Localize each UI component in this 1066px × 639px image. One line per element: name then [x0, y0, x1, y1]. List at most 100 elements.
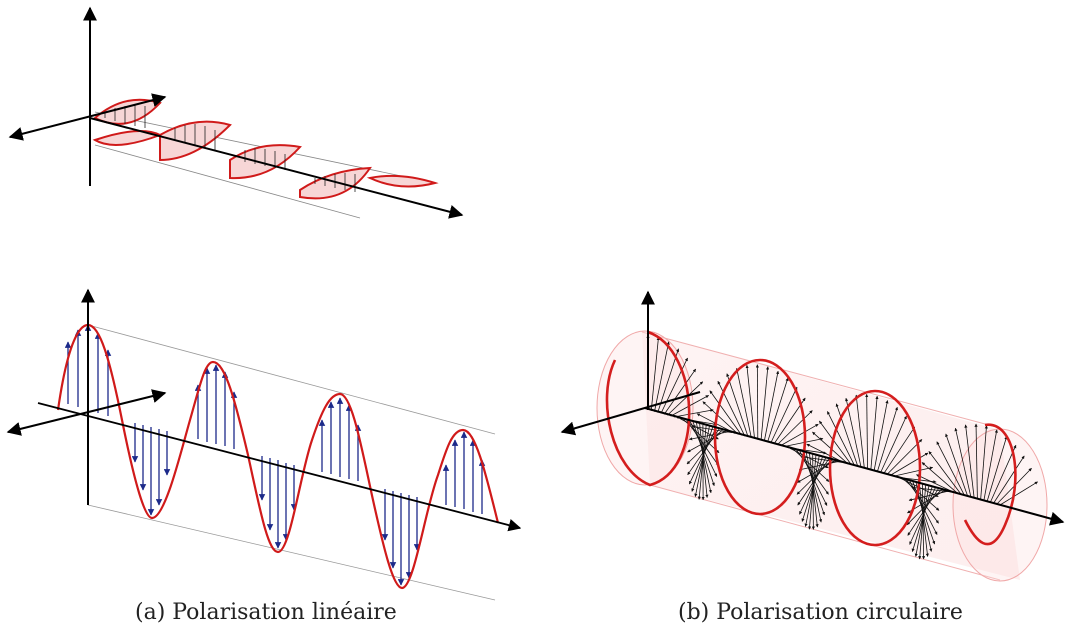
field-vector — [793, 448, 830, 482]
helix-turn — [828, 389, 922, 547]
field-vector — [689, 431, 729, 441]
caption-circular: (b) Polarisation circulaire — [678, 600, 963, 625]
field-vector — [699, 423, 709, 498]
field-vector — [735, 367, 752, 438]
linear-vertical-panel — [6, 288, 522, 601]
field-vector — [835, 403, 859, 467]
field-vector — [911, 486, 933, 552]
field-vector — [801, 455, 842, 463]
field-vector — [921, 462, 959, 494]
helix-wave — [605, 330, 1017, 547]
field-vector — [696, 422, 712, 494]
helix-turn — [963, 423, 1017, 546]
field-vector — [697, 425, 707, 500]
field-vector — [660, 357, 688, 414]
wave-lobe — [366, 174, 439, 188]
field-vector — [883, 426, 916, 474]
field-vector — [870, 395, 879, 471]
field-vector — [650, 336, 660, 411]
field-vector — [780, 423, 819, 447]
field-vector — [974, 423, 978, 499]
field-vector — [804, 456, 820, 527]
field-vector — [717, 380, 746, 437]
field-vector — [702, 401, 739, 435]
helix-turn — [713, 358, 807, 516]
field-vector — [745, 364, 755, 439]
linear-horizontal-panel — [8, 6, 464, 219]
field-vector — [807, 455, 817, 530]
cylinder-edge-top — [641, 331, 1001, 429]
field-vector — [964, 424, 975, 499]
field-vector — [983, 429, 998, 501]
guide-line-lower — [87, 504, 496, 601]
field-vector — [909, 487, 936, 545]
field-vector — [936, 441, 965, 496]
field-vector — [989, 444, 1017, 503]
field-vector — [993, 455, 1025, 504]
field-vector — [999, 481, 1038, 506]
depth-axis — [8, 93, 167, 141]
field-vector — [918, 484, 927, 560]
field-vector — [954, 427, 972, 498]
field-vector — [692, 425, 733, 434]
field-vector — [688, 428, 717, 485]
horizontal-wave — [92, 98, 439, 200]
depth-axis — [6, 389, 167, 436]
field-vector — [902, 478, 940, 511]
field-vector — [763, 370, 780, 442]
guide-line-upper — [87, 324, 496, 435]
field-vector — [689, 421, 718, 477]
propagation-axis — [644, 407, 1065, 526]
vertical-sine-wave — [56, 323, 500, 590]
field-vector — [760, 366, 770, 441]
field-vector — [854, 394, 865, 469]
field-vector — [893, 466, 934, 477]
rotating-field-vectors — [646, 334, 1038, 560]
field-vector — [797, 458, 830, 506]
field-vector — [798, 461, 839, 471]
field-vector — [770, 386, 798, 444]
field-vector — [914, 485, 930, 557]
field-vector — [657, 348, 680, 413]
field-vector — [691, 427, 713, 492]
field-vector — [776, 410, 813, 446]
field-vector — [827, 411, 856, 466]
field-vector — [889, 452, 929, 476]
field-vector — [918, 483, 929, 557]
field-vector — [801, 456, 823, 522]
field-vector — [809, 453, 819, 528]
field-vector — [845, 397, 862, 468]
field-vector — [783, 437, 824, 447]
field-vector — [805, 452, 823, 523]
field-vector — [687, 430, 726, 453]
field-vector — [673, 408, 714, 418]
field-vector — [663, 368, 697, 415]
field-vector — [709, 390, 742, 436]
field-vector — [654, 341, 670, 412]
field-vector — [694, 426, 710, 497]
propagation-axis — [37, 402, 522, 532]
propagation-axis — [89, 117, 464, 219]
field-vector — [886, 439, 923, 475]
field-vector — [880, 415, 907, 473]
field-vector — [909, 480, 938, 535]
guide-line-lower — [94, 144, 361, 219]
circular-panel — [560, 290, 1065, 582]
field-vector — [767, 377, 789, 443]
field-vector — [928, 451, 962, 495]
field-vector — [980, 425, 988, 500]
field-vector — [945, 433, 969, 497]
field-vector — [726, 373, 749, 438]
field-vector — [667, 381, 704, 416]
field-vector — [819, 420, 852, 466]
field-vector — [876, 406, 898, 472]
cylinder-edge-bottom — [649, 484, 1001, 581]
helix-turn — [605, 330, 691, 487]
field-vector — [865, 393, 869, 470]
field-vector — [873, 400, 889, 472]
caption-linear: (a) Polarisation linéaire — [135, 600, 397, 625]
field-vector — [799, 457, 826, 515]
depth-axis — [560, 391, 701, 436]
field-vector — [907, 488, 939, 536]
